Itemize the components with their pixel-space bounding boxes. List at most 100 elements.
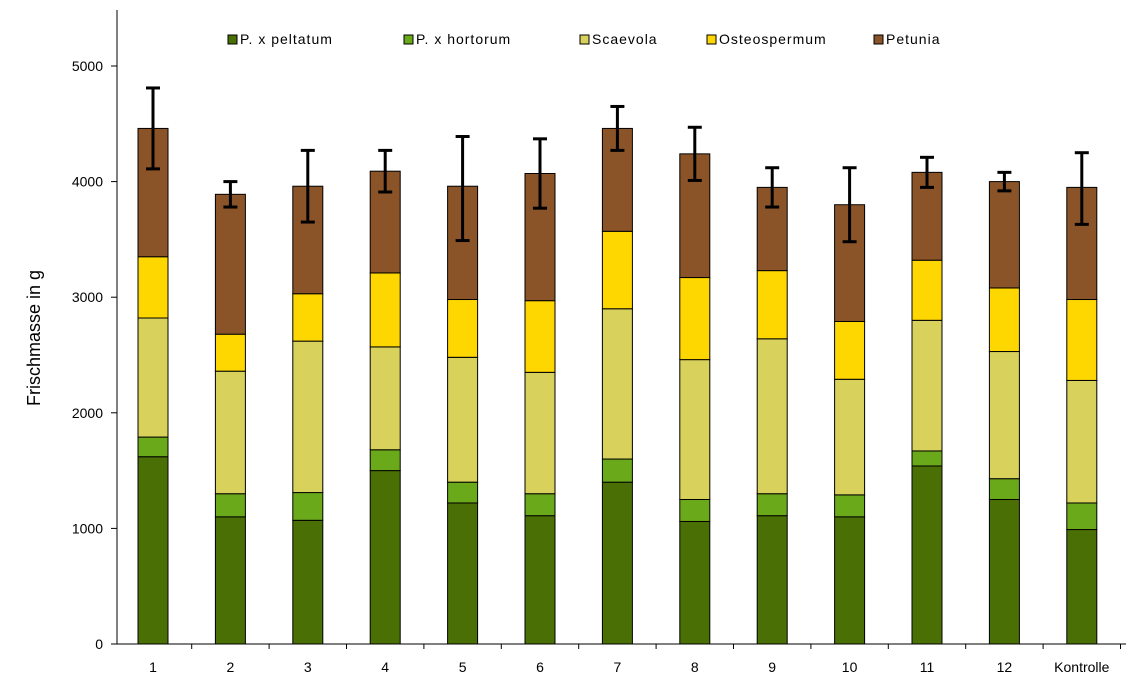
bar-stack <box>369 170 401 645</box>
bar-stack <box>292 185 324 645</box>
bar-stack <box>756 186 788 645</box>
bar-segment <box>214 193 246 335</box>
bar-stack <box>1066 186 1098 645</box>
bar-segment <box>911 450 943 467</box>
bar-segment <box>911 259 943 321</box>
bar-stack <box>834 204 866 645</box>
bar-segment <box>369 470 401 645</box>
y-tick-label: 5000 <box>72 58 103 74</box>
bar-stack <box>679 153 711 645</box>
bar-segment <box>137 436 169 458</box>
x-tick-label: 11 <box>920 659 935 675</box>
error-bar <box>920 155 934 189</box>
bar-segment <box>524 493 556 517</box>
error-bar <box>765 166 780 209</box>
error-bar <box>533 137 547 210</box>
y-tick-label: 2000 <box>72 405 103 421</box>
bar-stack <box>447 185 479 645</box>
bar-segment <box>834 320 866 380</box>
bar-segment <box>524 371 556 495</box>
bar-segment <box>601 308 633 460</box>
bar-stack <box>214 193 246 645</box>
legend-label: P. x hortorum <box>416 31 511 47</box>
y-tick-label: 3000 <box>72 289 103 305</box>
x-tick-label: 5 <box>459 659 467 675</box>
x-tick-label: 1 <box>149 659 157 675</box>
error-bar <box>610 104 625 152</box>
bar-segment <box>679 520 711 645</box>
bar-stack <box>601 127 633 645</box>
bar-segment <box>911 319 943 452</box>
legend-swatch <box>403 34 414 45</box>
bar-segment <box>214 333 246 372</box>
legend-item: P. x peltatum <box>227 31 333 47</box>
error-bar <box>300 148 315 224</box>
bar-segment <box>988 499 1020 645</box>
x-tick-label: 8 <box>691 659 699 675</box>
y-tick-label: 4000 <box>72 174 103 190</box>
legend-item: Scaevola <box>579 31 658 47</box>
bar-segment <box>292 293 324 342</box>
bar-stack <box>137 127 169 645</box>
x-tick-label: 10 <box>842 659 858 675</box>
x-tick-label: Kontrolle <box>1054 659 1109 675</box>
bar-segment <box>214 516 246 645</box>
legend-item: P. x hortorum <box>403 31 511 47</box>
bar-segment <box>369 449 401 472</box>
bars <box>137 127 1098 645</box>
bar-segment <box>834 516 866 645</box>
bar-segment <box>137 256 169 319</box>
bar-segment <box>988 351 1020 480</box>
y-tick-label: 1000 <box>72 520 103 536</box>
bar-segment <box>447 481 479 504</box>
bar-segment <box>988 478 1020 500</box>
bar-segment <box>369 346 401 451</box>
bar-segment <box>447 502 479 645</box>
x-tick-label: 7 <box>614 659 622 675</box>
bar-segment <box>679 359 711 500</box>
bar-segment <box>601 481 633 645</box>
legend-item: Petunia <box>873 31 940 47</box>
legend-label: Osteospermum <box>719 31 827 47</box>
bar-segment <box>601 458 633 483</box>
x-tick-label: 6 <box>536 659 544 675</box>
error-bar <box>223 180 238 209</box>
bar-segment <box>137 456 169 645</box>
bar-segment <box>601 230 633 310</box>
y-axis: 0 1000 2000 3000 4000 5000 <box>72 10 118 652</box>
legend-swatch <box>227 34 238 45</box>
bar-segment <box>1066 379 1098 504</box>
bar-segment <box>524 515 556 645</box>
legend-label: Scaevola <box>592 31 658 47</box>
bar-segment <box>1066 502 1098 531</box>
bar-segment <box>292 519 324 645</box>
bar-segment <box>756 270 788 340</box>
error-bar <box>455 135 470 243</box>
bar-segment <box>988 181 1020 289</box>
legend-swatch <box>706 34 717 45</box>
bar-segment <box>834 378 866 496</box>
bar-segment <box>911 465 943 645</box>
legend-label: Petunia <box>886 31 940 47</box>
error-bar <box>146 86 160 171</box>
x-tick-label: 12 <box>997 659 1013 675</box>
bar-segment <box>756 493 788 517</box>
bar-segment <box>679 277 711 361</box>
bar-stack <box>911 171 943 645</box>
x-tick-label: 3 <box>304 659 312 675</box>
bar-segment <box>214 493 246 518</box>
x-tick-label: 2 <box>227 659 235 675</box>
bar-segment <box>137 317 169 438</box>
bar-stack <box>988 181 1020 645</box>
bar-segment <box>292 340 324 494</box>
legend-label: P. x peltatum <box>240 31 333 47</box>
bar-segment <box>214 370 246 495</box>
bar-segment <box>834 494 866 518</box>
bar-segment <box>369 272 401 348</box>
bar-segment <box>447 299 479 358</box>
error-bar <box>1074 151 1089 226</box>
bar-segment <box>524 300 556 373</box>
bar-stack <box>524 173 556 645</box>
legend-swatch <box>579 34 590 45</box>
